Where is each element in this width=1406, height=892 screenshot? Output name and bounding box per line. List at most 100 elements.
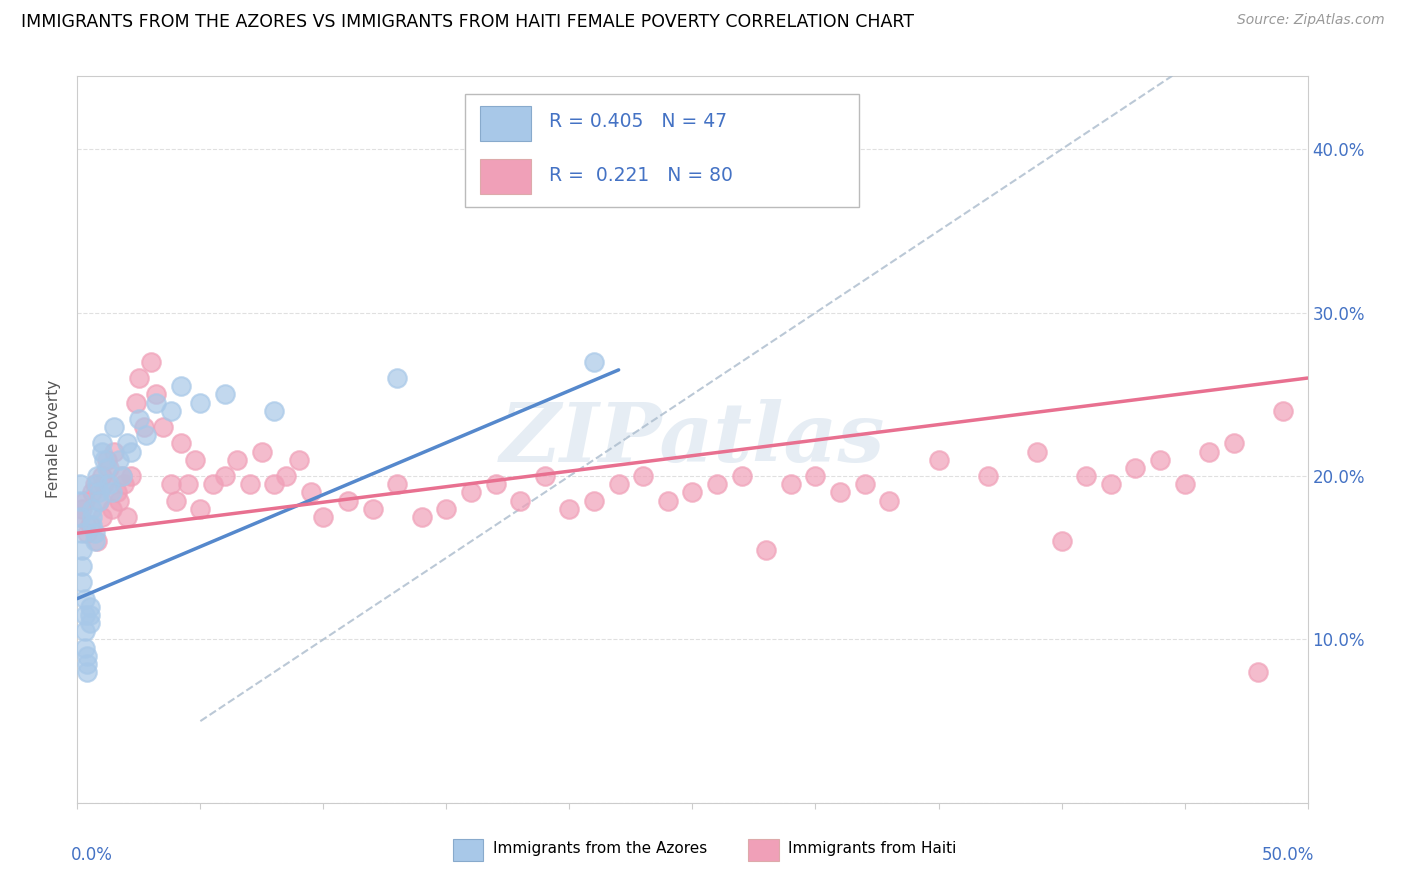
Point <box>70 542 93 557</box>
Point <box>188 501 212 516</box>
Point <box>160 477 183 491</box>
Point <box>103 420 125 434</box>
Point <box>558 501 581 516</box>
Point <box>121 469 143 483</box>
Text: Immigrants from Haiti: Immigrants from Haiti <box>789 841 957 856</box>
Text: Immigrants from the Azores: Immigrants from the Azores <box>494 841 707 856</box>
Text: ZIPatlas: ZIPatlas <box>499 400 886 479</box>
Point <box>90 436 114 450</box>
Point <box>98 461 121 475</box>
Point <box>69 477 91 491</box>
Point <box>170 379 193 393</box>
Point <box>73 607 96 622</box>
Point <box>105 485 128 500</box>
Point <box>83 534 105 549</box>
Point <box>70 526 93 541</box>
Point <box>73 591 96 606</box>
Point <box>70 575 93 590</box>
Point <box>485 477 508 491</box>
Point <box>90 469 114 483</box>
Point <box>780 477 803 491</box>
Point <box>98 477 121 491</box>
Point <box>70 558 93 573</box>
Point <box>112 477 135 491</box>
Point <box>93 477 115 491</box>
FancyBboxPatch shape <box>465 94 859 207</box>
Bar <box>453 839 484 861</box>
Point <box>89 485 111 500</box>
Point <box>633 469 655 483</box>
Point <box>135 428 157 442</box>
Point <box>1099 477 1122 491</box>
Point <box>1076 469 1098 483</box>
Point <box>411 509 433 524</box>
Point <box>115 436 138 450</box>
Point <box>1149 452 1171 467</box>
Point <box>830 485 852 500</box>
Point <box>128 371 150 385</box>
Point <box>1223 436 1246 450</box>
Point <box>108 452 131 467</box>
Point <box>1198 444 1220 458</box>
Point <box>755 542 778 557</box>
Bar <box>748 839 779 861</box>
Point <box>201 477 224 491</box>
Point <box>69 493 91 508</box>
Point <box>682 485 704 500</box>
Point <box>436 501 458 516</box>
Point <box>76 665 98 679</box>
Point <box>83 477 105 491</box>
Point <box>93 452 115 467</box>
Point <box>607 477 630 491</box>
Point <box>177 477 200 491</box>
Point <box>101 485 124 500</box>
Text: 50.0%: 50.0% <box>1261 847 1313 864</box>
Point <box>226 452 249 467</box>
Point <box>460 485 482 500</box>
Point <box>804 469 827 483</box>
Point <box>73 493 96 508</box>
Point <box>79 599 101 614</box>
Point <box>73 640 96 655</box>
Point <box>928 452 950 467</box>
Point <box>534 469 557 483</box>
Point <box>132 420 155 434</box>
Point <box>1125 461 1147 475</box>
Point <box>82 501 104 516</box>
Point <box>1174 477 1197 491</box>
Point <box>1247 665 1270 679</box>
Point <box>90 444 114 458</box>
Point <box>82 518 104 533</box>
Point <box>125 395 148 409</box>
Text: Source: ZipAtlas.com: Source: ZipAtlas.com <box>1237 13 1385 28</box>
Point <box>69 509 91 524</box>
Point <box>1026 444 1049 458</box>
Point <box>103 444 125 458</box>
Point <box>89 493 111 508</box>
Point <box>160 403 183 417</box>
Point <box>90 509 114 524</box>
Point <box>152 420 174 434</box>
Text: R = 0.405   N = 47: R = 0.405 N = 47 <box>548 112 727 131</box>
Point <box>165 493 187 508</box>
Point <box>145 395 167 409</box>
Point <box>83 526 105 541</box>
Point <box>1272 403 1295 417</box>
Bar <box>479 106 531 141</box>
Point <box>1050 534 1073 549</box>
Point <box>977 469 1000 483</box>
Point <box>70 501 93 516</box>
Point <box>299 485 322 500</box>
Point <box>583 355 606 369</box>
Point <box>214 387 236 401</box>
Point <box>385 371 409 385</box>
Point <box>86 534 108 549</box>
Text: R =  0.221   N = 80: R = 0.221 N = 80 <box>548 166 733 185</box>
Point <box>706 477 728 491</box>
Point <box>73 624 96 639</box>
Point <box>79 518 101 533</box>
Point <box>111 469 132 483</box>
Point <box>250 444 273 458</box>
Point <box>276 469 298 483</box>
Point <box>263 477 285 491</box>
